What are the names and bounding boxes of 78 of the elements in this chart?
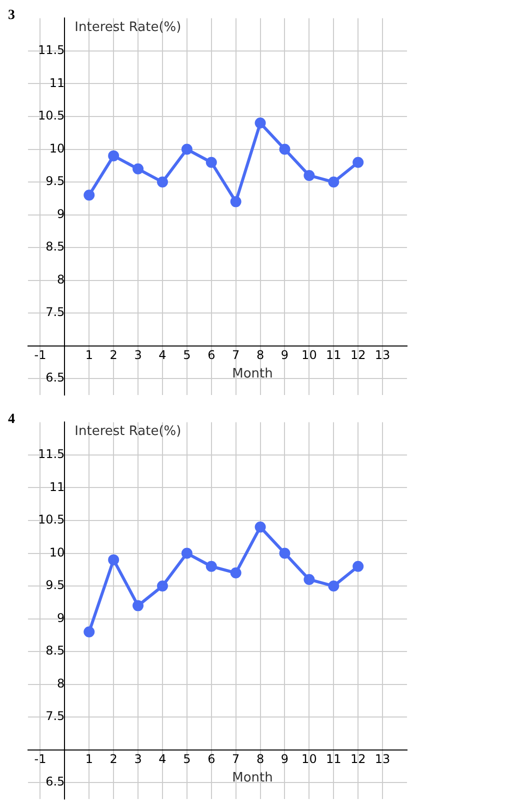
y-tick-label: 9: [57, 610, 65, 625]
y-tick-label: 8.5: [46, 240, 65, 254]
x-tick-label: 8: [256, 348, 264, 362]
point: [279, 548, 290, 559]
chart-title: 4: [8, 412, 15, 428]
y-tick-label: 8: [57, 272, 65, 286]
y-tick-label: 6.5: [46, 370, 65, 385]
x-tick-label: 5: [183, 348, 191, 362]
y-tick-label: 11: [49, 480, 65, 494]
point: [84, 190, 95, 201]
point: [304, 574, 315, 585]
y-tick-label: 11.5: [38, 447, 65, 462]
x-tick-label: 9: [280, 348, 289, 362]
y-tick-label: 8.5: [46, 644, 65, 658]
x-tick-label: 8: [256, 752, 264, 766]
x-tick-label: 2: [110, 752, 118, 766]
point: [84, 626, 95, 638]
x-tick-label: 4: [158, 752, 166, 766]
y-tick-label: 9.5: [46, 174, 65, 188]
point: [304, 170, 315, 181]
x-tick-label: 10: [302, 752, 317, 766]
point: [108, 150, 120, 162]
x-tick-label: 6: [208, 752, 216, 766]
x-tick-label: 2: [110, 348, 118, 362]
y-axis-title: Interest Rate(%): [74, 20, 182, 36]
y-tick-label: 11: [49, 76, 65, 90]
x-tick-label: 4: [158, 348, 166, 362]
point: [206, 560, 217, 572]
point: [230, 196, 242, 208]
point: [352, 560, 364, 572]
point: [132, 600, 144, 612]
x-tick-label: 11: [326, 348, 342, 362]
x-tick-label: -1: [34, 348, 46, 362]
y-tick-label: 9.5: [46, 578, 65, 592]
x-tick-label: 3: [134, 348, 142, 362]
point: [254, 522, 266, 533]
point: [181, 144, 192, 155]
point: [132, 163, 144, 174]
y-tick-label: 7.5: [46, 709, 65, 724]
point: [181, 548, 192, 559]
point: [230, 567, 242, 578]
point: [156, 176, 168, 188]
x-tick-label: -1: [34, 752, 46, 766]
x-tick-label: 11: [326, 752, 342, 766]
y-tick-label: 10.5: [38, 512, 65, 527]
x-tick-label: 13: [374, 752, 390, 766]
y-tick-label: 10: [49, 141, 65, 156]
point: [254, 118, 266, 129]
x-tick-label: 1: [85, 752, 93, 766]
point: [206, 156, 217, 168]
x-tick-label: 10: [302, 348, 317, 362]
point: [352, 156, 364, 168]
point: [328, 176, 340, 188]
point: [328, 580, 340, 592]
x-tick-label: 7: [232, 348, 240, 362]
x-tick-label: 3: [134, 752, 142, 766]
y-tick-label: 7.5: [46, 305, 65, 320]
point: [156, 580, 168, 592]
x-tick-label: 5: [183, 752, 191, 766]
x-tick-label: 9: [280, 752, 289, 766]
y-tick-label: 9: [57, 206, 65, 221]
y-tick-label: 10: [49, 545, 65, 560]
x-tick-label: 12: [350, 348, 366, 362]
x-axis-title: Month: [232, 770, 273, 786]
x-tick-label: 7: [232, 752, 240, 766]
x-tick-label: 12: [350, 752, 366, 766]
x-tick-label: 6: [208, 348, 216, 362]
point: [108, 554, 120, 566]
point: [279, 144, 290, 155]
y-axis-title: Interest Rate(%): [74, 424, 182, 440]
y-tick-label: 6.5: [46, 774, 65, 789]
y-tick-label: 11.5: [38, 43, 65, 58]
x-tick-label: 1: [85, 348, 93, 362]
y-tick-label: 8: [57, 676, 65, 690]
chart-title: 3: [8, 8, 15, 24]
x-tick-label: 13: [374, 348, 390, 362]
x-axis-title: Month: [232, 366, 273, 382]
y-tick-label: 10.5: [38, 108, 65, 123]
